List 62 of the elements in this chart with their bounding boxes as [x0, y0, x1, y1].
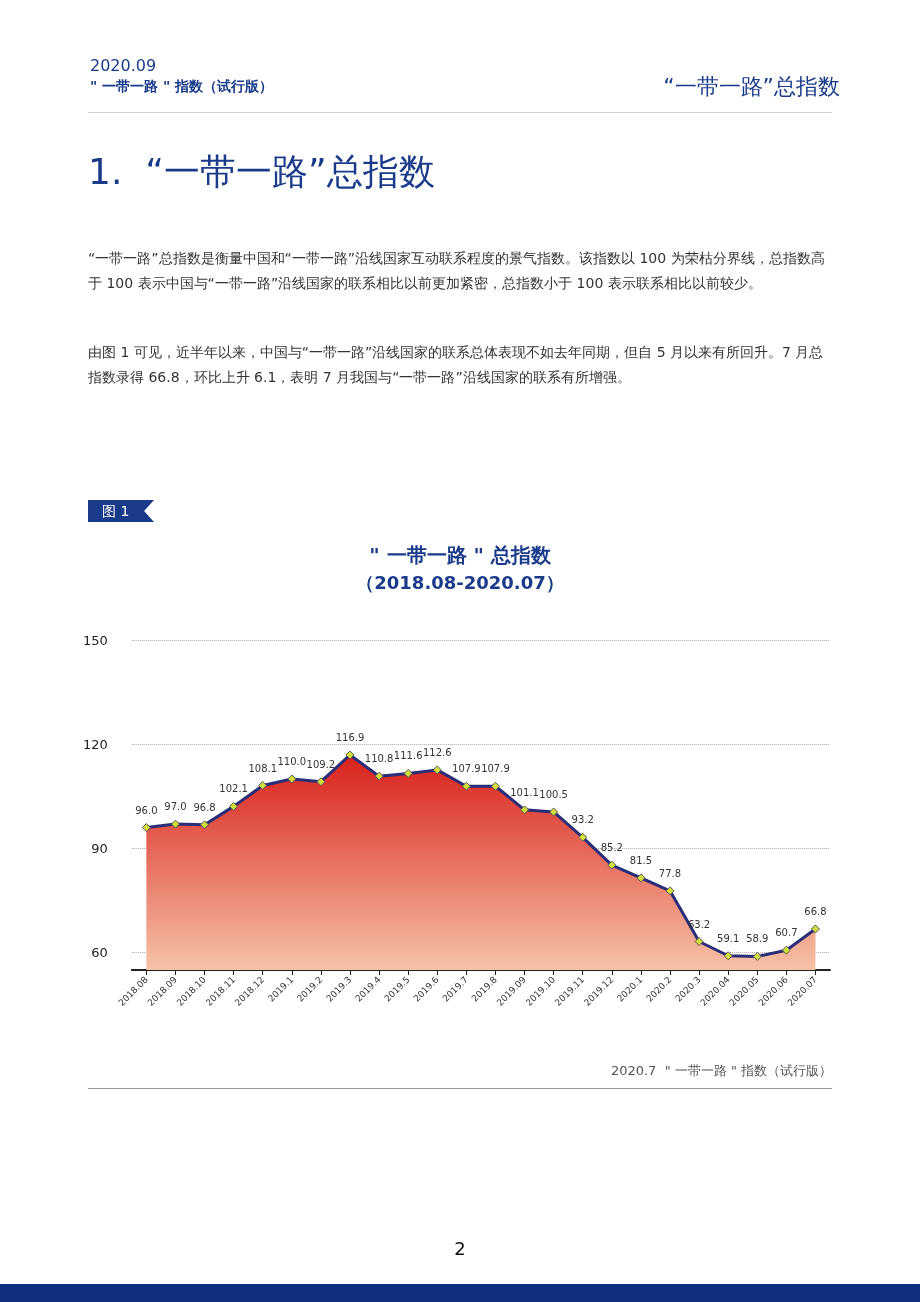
data-label: 60.7 [775, 927, 798, 939]
point [258, 781, 268, 791]
text: 由图 1 可见，近半年以来，中国与“一带一路”沿线国家的联系总体表现不如去年同期，但自 5 月以来有所回升。7 月总指数录得 66.8，环比上升 6.1，表明 7 月我国与“一带一路”沿线国家的联系有所增强。 [88, 343, 825, 387]
point [694, 937, 704, 947]
data-label: 112.6 [422, 746, 452, 758]
point [432, 765, 442, 775]
point [723, 951, 733, 961]
text: “一带一路”总指数是衡量中国和“一带一路”沿线国家互动联系程度的景气指数。该指数以 100 为荣枯分界线，总指数高于 100 表示中国与“一带一路”沿线国家的联系相比以前更加紧密，总指数小于 100 表示联系相比以前较少。 [88, 249, 826, 293]
data-label: 97.0 [164, 801, 187, 813]
point [316, 777, 326, 787]
text: 1. “一带一路”总指数 [88, 150, 435, 194]
point [636, 873, 646, 883]
data-label: 109.2 [306, 758, 336, 770]
point [170, 819, 180, 829]
point [578, 832, 588, 842]
data-label: 59.1 [717, 932, 740, 944]
data-label: 100.5 [539, 788, 568, 800]
text: 2 [453, 1238, 467, 1259]
text: 2020.7 " 一带一路 " 指数（试行版） [610, 1062, 832, 1080]
point [549, 807, 559, 817]
y-tick-label: 60 [91, 945, 108, 961]
point [520, 805, 530, 815]
chart-title: " 一带一路 " 总指数 [369, 543, 552, 567]
data-label: 116.9 [335, 731, 365, 743]
point [810, 924, 820, 934]
y-tick-label: 90 [91, 840, 108, 856]
point [490, 781, 500, 791]
data-label: 110.8 [364, 753, 394, 765]
data-label: 102.1 [219, 783, 248, 795]
point [665, 886, 675, 896]
data-label: 96.0 [135, 804, 158, 816]
point [345, 750, 355, 760]
data-label: 101.1 [510, 786, 539, 798]
caption: 图 1 [88, 500, 154, 522]
text: “一带一路”总指数 [663, 73, 840, 101]
data-label: 66.8 [804, 906, 827, 918]
data-label: 81.5 [629, 854, 653, 866]
chart-subtitle: （2018.08-2020.07） [356, 571, 564, 593]
y-tick-label: 120 [82, 736, 108, 752]
text: 2020.09 [90, 56, 157, 75]
point [287, 774, 297, 784]
data-label: 85.2 [600, 842, 623, 854]
data-label: 77.8 [658, 867, 682, 879]
point [403, 768, 413, 778]
point [607, 860, 617, 870]
data-label: 107.9 [452, 763, 481, 775]
data-label: 93.2 [571, 814, 594, 826]
point [141, 823, 151, 833]
y-tick-label: 150 [82, 632, 108, 648]
point [229, 801, 239, 811]
data-label: 96.8 [193, 801, 216, 813]
data-label: 111.6 [393, 750, 423, 762]
point [752, 951, 762, 961]
text: " 一带一路 " 指数（试行版） [90, 78, 274, 96]
point [461, 781, 471, 791]
point [200, 820, 210, 830]
point [374, 771, 384, 781]
point [781, 945, 791, 955]
data-label: 110.0 [277, 755, 307, 767]
data-label: 107.9 [481, 763, 510, 775]
data-label: 108.1 [248, 762, 278, 774]
data-label: 58.9 [746, 933, 769, 945]
